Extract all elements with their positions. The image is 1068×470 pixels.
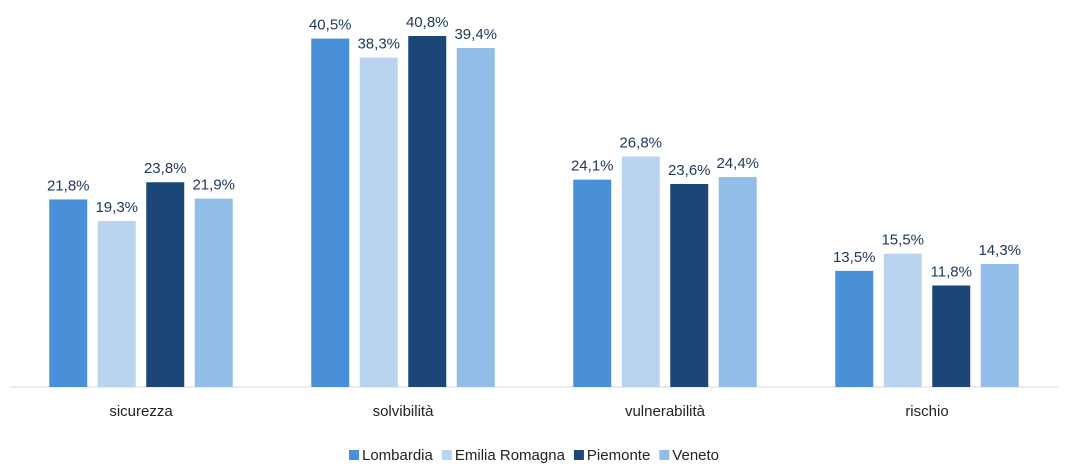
bar <box>835 270 874 387</box>
legend-swatch <box>573 450 584 460</box>
data-label: 14,3% <box>978 242 1021 259</box>
bar <box>621 156 660 387</box>
data-label: 19,3% <box>95 199 138 216</box>
data-label: 39,4% <box>454 26 497 43</box>
data-label: 21,8% <box>47 177 90 194</box>
bar <box>573 179 612 387</box>
bar <box>456 48 495 387</box>
bar <box>311 38 350 388</box>
x-tick-label: rischio <box>905 403 948 420</box>
bar <box>49 199 88 387</box>
legend-label: Piemonte <box>587 447 650 464</box>
data-label: 40,8% <box>406 14 449 31</box>
data-label: 23,8% <box>144 160 187 177</box>
bar <box>718 177 757 387</box>
bar <box>670 183 709 387</box>
x-tick-label: vulnerabilità <box>625 403 706 420</box>
data-label: 24,4% <box>716 155 759 172</box>
bar <box>146 182 185 387</box>
data-label: 23,6% <box>668 162 711 179</box>
bar <box>408 36 447 387</box>
bar <box>194 198 233 387</box>
legend-swatch <box>659 450 670 460</box>
legend-swatch <box>348 450 359 460</box>
x-tick-label: solvibilità <box>373 403 435 420</box>
data-label: 26,8% <box>619 134 662 151</box>
data-label: 13,5% <box>833 249 876 266</box>
legend-swatch <box>441 450 452 460</box>
data-label: 11,8% <box>931 263 972 280</box>
x-tick-label: sicurezza <box>109 403 173 420</box>
bar <box>883 253 922 387</box>
data-label: 24,1% <box>571 158 614 175</box>
legend-label: Lombardia <box>362 447 434 464</box>
bar <box>97 220 136 387</box>
bar <box>932 285 971 387</box>
data-label: 21,9% <box>192 177 235 194</box>
data-label: 15,5% <box>881 232 924 249</box>
data-label: 38,3% <box>357 35 400 52</box>
data-label: 40,5% <box>309 17 352 34</box>
bar <box>359 57 398 387</box>
legend-label: Emilia Romagna <box>455 447 566 464</box>
bar <box>980 263 1019 387</box>
legend-label: Veneto <box>672 447 719 464</box>
